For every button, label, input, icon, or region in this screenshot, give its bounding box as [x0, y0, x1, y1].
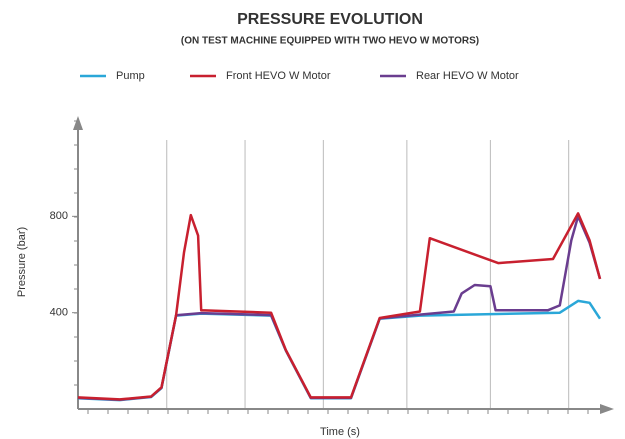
chart-subtitle: (ON TEST MACHINE EQUIPPED WITH TWO HEVO …: [181, 36, 479, 47]
y-axis-label: Pressure (bar): [16, 227, 28, 297]
axis-arrow: [73, 116, 83, 130]
legend-label: Pump: [116, 70, 145, 82]
legend-label: Rear HEVO W Motor: [416, 70, 519, 82]
legend-label: Front HEVO W Motor: [226, 70, 331, 82]
series-line: [77, 212, 602, 401]
series-line: [77, 299, 602, 402]
y-tick-label: 800: [50, 210, 68, 222]
x-axis-label: Time (s): [320, 426, 360, 438]
y-tick-label: 400: [50, 307, 68, 319]
chart-title: PRESSURE EVOLUTION: [237, 11, 423, 28]
series-line: [77, 215, 602, 402]
axis-arrow: [600, 404, 614, 414]
